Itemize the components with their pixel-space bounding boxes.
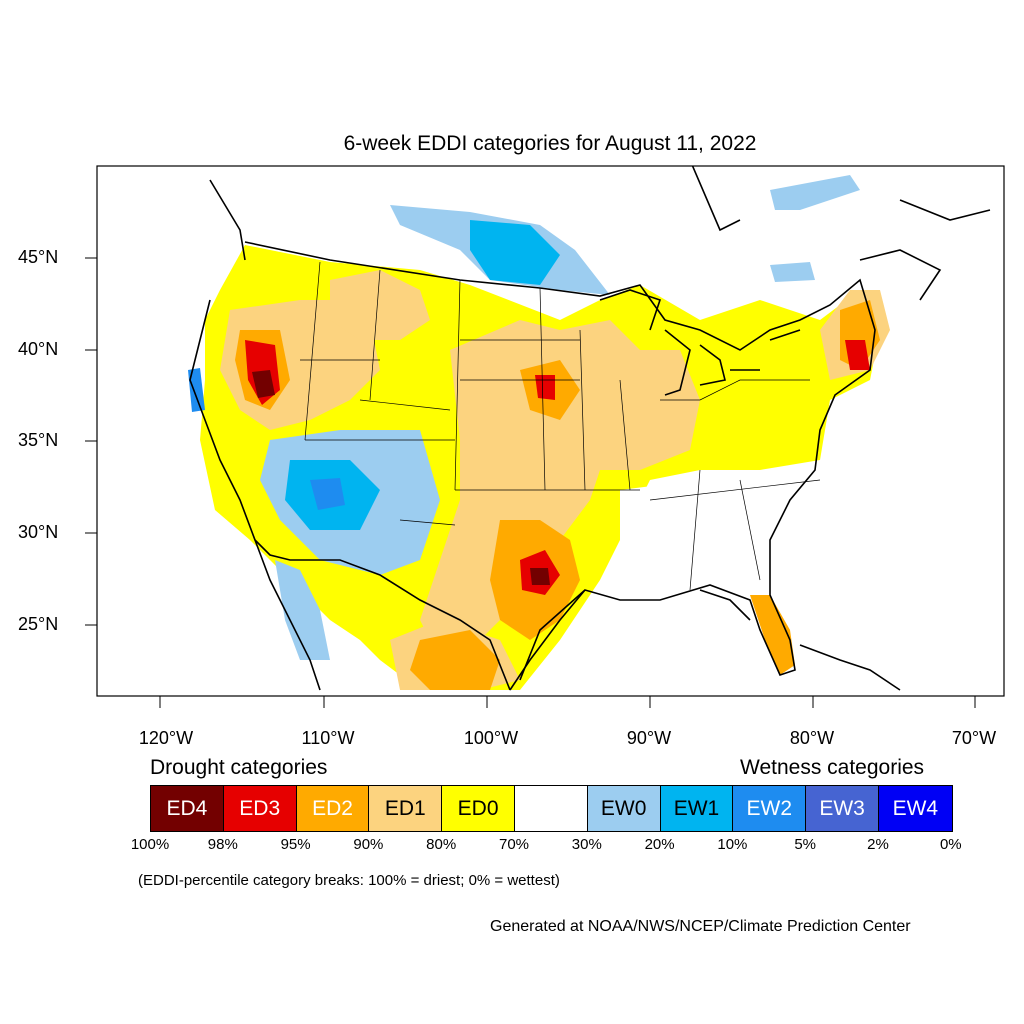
ed2-region-mexico bbox=[410, 630, 500, 690]
legend-cell-ed0: ED0 bbox=[442, 786, 515, 831]
legend-cell-ed3: ED3 bbox=[223, 786, 297, 831]
legend-cell-ew1: EW1 bbox=[660, 786, 734, 831]
percentile-label: 20% bbox=[644, 836, 675, 853]
legend-cell-ed1: ED1 bbox=[369, 786, 443, 831]
percentile-label: 70% bbox=[498, 836, 530, 853]
percentile-label: 95% bbox=[280, 836, 311, 853]
percentile-label: 10% bbox=[717, 836, 748, 853]
category-note: (EDDI-percentile category breaks: 100% =… bbox=[138, 872, 560, 889]
state-lines bbox=[300, 261, 821, 591]
legend-cell-ed2: ED2 bbox=[296, 786, 370, 831]
percentile-label: 80% bbox=[426, 836, 457, 853]
white-region-southeast bbox=[620, 480, 800, 600]
legend-cell-ew0: EW0 bbox=[587, 786, 661, 831]
lat-label-45: 45°N bbox=[18, 247, 59, 267]
axis-ticks bbox=[85, 257, 976, 708]
lat-label-40: 40°N bbox=[18, 339, 59, 359]
category-legend: ED4 ED3 ED2 ED1 ED0 EW0 EW1 EW2 EW3 EW4 bbox=[150, 785, 953, 832]
percentile-label: 0% bbox=[939, 836, 962, 853]
percentile-label: 98% bbox=[207, 836, 238, 853]
legend-cell-ew4: EW4 bbox=[878, 786, 952, 831]
boundaries bbox=[189, 166, 991, 691]
legend-cell-ed4: ED4 bbox=[151, 786, 224, 831]
ew2-region-coast bbox=[188, 368, 205, 412]
ew2-region-southwest bbox=[310, 478, 345, 510]
legend-cell-neutral bbox=[514, 786, 588, 831]
map-title: 6-week EDDI categories for August 11, 20… bbox=[343, 132, 757, 155]
ed4-region-nevada bbox=[252, 370, 275, 398]
canada-coast bbox=[209, 166, 991, 301]
lon-label-100: 100°W bbox=[463, 728, 519, 748]
drought-heading: Drought categories bbox=[150, 756, 328, 779]
ew0-region-canada bbox=[770, 175, 860, 210]
percentile-label: 100% bbox=[130, 836, 170, 853]
percentile-label: 5% bbox=[794, 836, 817, 853]
percentile-label: 90% bbox=[353, 836, 384, 853]
credit-text: Generated at NOAA/NWS/NCEP/Climate Predi… bbox=[490, 918, 911, 935]
ew0-region-baja bbox=[275, 560, 330, 660]
ed1-region-north bbox=[330, 270, 430, 340]
lon-label-90: 90°W bbox=[626, 728, 672, 748]
percentile-label: 30% bbox=[571, 836, 602, 853]
wetness-heading: Wetness categories bbox=[740, 756, 925, 779]
category-shading bbox=[188, 175, 890, 690]
ed4-region-texas bbox=[530, 568, 550, 585]
great-lakes bbox=[599, 289, 801, 396]
ed2-region-florida bbox=[750, 595, 795, 675]
cuba bbox=[799, 644, 901, 691]
lon-label-110: 110°W bbox=[301, 728, 355, 748]
mexico-gulf bbox=[519, 589, 751, 681]
ew1-region-north bbox=[470, 220, 560, 285]
lat-label-25: 25°N bbox=[18, 614, 59, 634]
baja-coast bbox=[254, 539, 321, 691]
lat-label-30: 30°N bbox=[18, 522, 59, 542]
ed3-region-northeast bbox=[845, 340, 870, 370]
lon-label-120: 120°W bbox=[138, 728, 194, 748]
lat-label-35: 35°N bbox=[18, 430, 59, 450]
lon-label-80: 80°W bbox=[789, 728, 835, 748]
lon-label-70: 70°W bbox=[951, 728, 997, 748]
ed3-region-nebraska bbox=[535, 375, 555, 400]
percentile-label: 2% bbox=[867, 836, 889, 853]
legend-cell-ew3: EW3 bbox=[806, 786, 879, 831]
legend-cell-ew2: EW2 bbox=[733, 786, 807, 831]
ew0-region-quebec bbox=[770, 262, 815, 282]
